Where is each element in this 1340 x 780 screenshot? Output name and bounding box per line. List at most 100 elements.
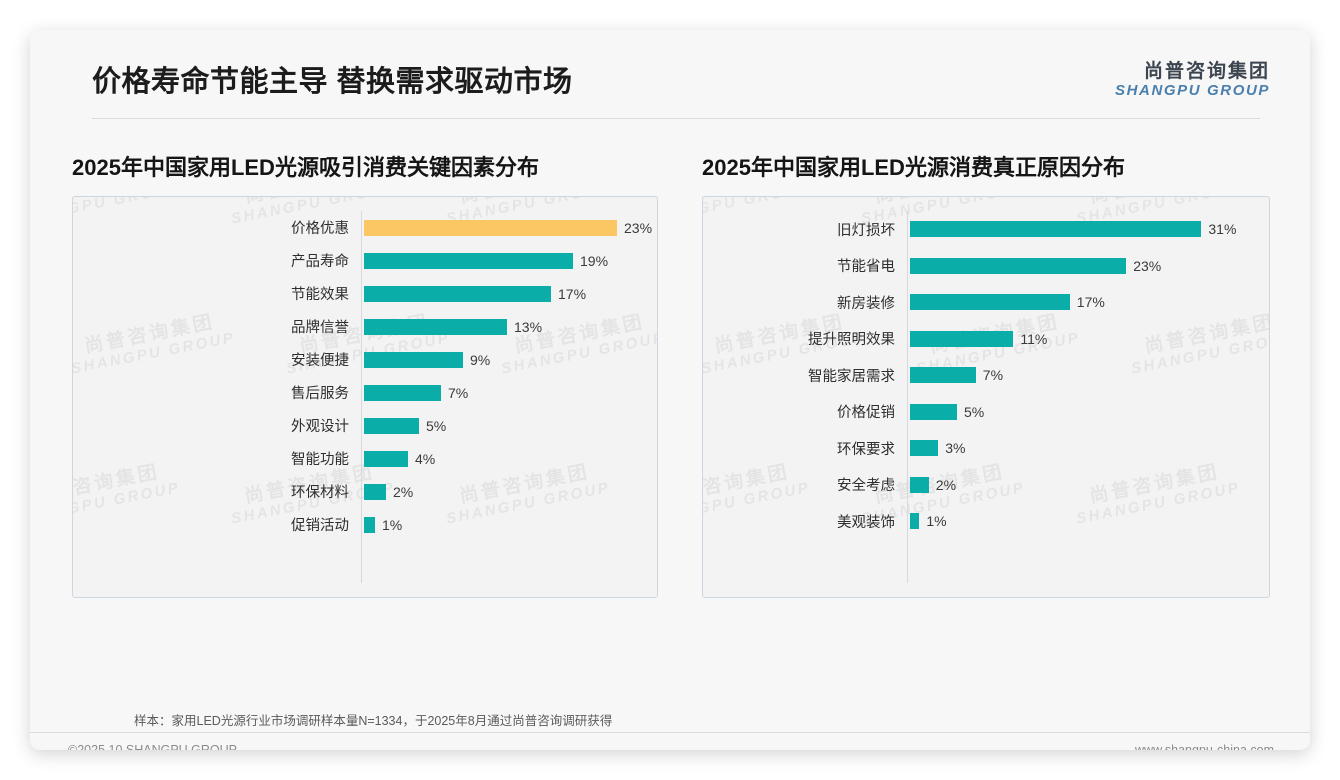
bar-row: 外观设计 5%	[73, 409, 657, 442]
bar-category-label: 环保材料	[291, 485, 349, 501]
slide-canvas: 价格寿命节能主导 替换需求驱动市场 尚普咨询集团 SHANGPU GROUP 2…	[30, 30, 1310, 750]
chart-title-right: 2025年中国家用LED光源消费真正原因分布	[702, 155, 1125, 180]
bar	[910, 367, 976, 384]
bar-with-value: 5%	[364, 417, 447, 434]
bar-row: 品牌信誉 13%	[73, 310, 657, 343]
bar-category-label: 智能功能	[291, 452, 349, 468]
bar-with-value: 1%	[364, 516, 403, 533]
bar-row: 节能省电 23%	[703, 248, 1269, 285]
bar-row: 环保材料 2%	[73, 475, 657, 508]
bar-with-value: 7%	[364, 384, 469, 401]
bar-value-label: 2%	[393, 483, 414, 500]
bar-row: 提升照明效果 11%	[703, 321, 1269, 358]
bar-value-label: 9%	[470, 351, 491, 368]
bar-value-label: 17%	[558, 285, 587, 302]
bar-category-label: 节能效果	[291, 287, 349, 303]
bar-value-label: 7%	[448, 384, 469, 401]
bar	[364, 318, 507, 335]
bar-row: 促销活动 1%	[73, 508, 657, 541]
page-title: 价格寿命节能主导 替换需求驱动市场	[92, 66, 573, 98]
bar-category-label: 产品寿命	[291, 254, 349, 270]
bar-category-label: 新房装修	[837, 295, 895, 312]
bar-row: 售后服务 7%	[73, 376, 657, 409]
bar-category-label: 价格促销	[837, 405, 895, 422]
bar	[910, 221, 1202, 238]
bar-row: 产品寿命 19%	[73, 244, 657, 277]
bar	[910, 440, 939, 457]
category-axis-right	[907, 211, 908, 583]
bar	[364, 417, 419, 434]
bar-with-value: 2%	[910, 476, 957, 493]
bar-category-label: 外观设计	[291, 419, 349, 435]
footer-divider	[30, 732, 1310, 733]
bar-value-label: 3%	[945, 440, 966, 457]
bar-value-label: 4%	[415, 450, 436, 467]
bar-row: 智能家居需求 7%	[703, 357, 1269, 394]
bar-category-label: 品牌信誉	[291, 320, 349, 336]
bar-row: 新房装修 17%	[703, 284, 1269, 321]
slide-footer: ©2025.10 SHANGPU GROUP www.shangpu-china…	[30, 733, 1310, 750]
category-axis-left	[361, 211, 362, 583]
bar-with-value: 23%	[910, 257, 1162, 274]
bar-value-label: 1%	[382, 516, 403, 533]
bar-value-label: 17%	[1076, 294, 1105, 311]
bar-category-label: 环保要求	[837, 441, 895, 458]
bar-category-label: 售后服务	[291, 386, 349, 402]
bar	[364, 351, 463, 368]
header-divider	[92, 118, 1260, 119]
bar	[910, 513, 920, 530]
bar-rows-left: 价格优惠 23% 产品寿命 19% 节能效果 17% 品牌信誉 13% 安装便捷 9% 售后服务 7%…	[73, 211, 657, 541]
bar	[364, 285, 551, 302]
bar-value-label: 7%	[982, 367, 1004, 384]
bar	[364, 384, 441, 401]
bar-row: 安全考虑 2%	[703, 467, 1269, 504]
bar-row: 价格促销 5%	[703, 394, 1269, 431]
bar-value-label: 5%	[426, 417, 447, 434]
bar	[910, 294, 1070, 311]
bar-row: 智能功能 4%	[73, 442, 657, 475]
bar-value-label: 1%	[926, 513, 947, 530]
bar-row: 安装便捷 9%	[73, 343, 657, 376]
bar-value-label: 19%	[580, 252, 609, 269]
chart-title-left: 2025年中国家用LED光源吸引消费关键因素分布	[72, 155, 539, 180]
brand-logo-cn: 尚普咨询集团	[1143, 61, 1270, 82]
bar	[910, 330, 1014, 347]
bar	[364, 516, 375, 533]
bar-with-value: 11%	[910, 330, 1047, 347]
bar-chart-right: 旧灯损坏 31% 节能省电 23% 新房装修 17% 提升照明效果 11% 智能家居需求 7% 价格…	[703, 197, 1269, 597]
bar-value-label: 23%	[624, 219, 653, 236]
bar	[364, 450, 408, 467]
bar-category-label: 提升照明效果	[808, 332, 895, 349]
bar-category-label: 节能省电	[837, 259, 895, 276]
copyright-text: ©2025.10 SHANGPU GROUP	[68, 743, 237, 750]
bar-category-label: 安装便捷	[291, 353, 349, 369]
bar	[910, 476, 929, 493]
bar-category-label: 安全考虑	[837, 478, 895, 495]
bar-row: 美观装饰 1%	[703, 503, 1269, 540]
slide-header: 价格寿命节能主导 替换需求驱动市场 尚普咨询集团 SHANGPU GROUP	[30, 30, 1310, 122]
website-url: www.shangpu-china.com	[1135, 743, 1274, 750]
bar-with-value: 3%	[910, 440, 966, 457]
bar-value-label: 31%	[1208, 221, 1237, 238]
bar	[364, 219, 617, 236]
bar-value-label: 13%	[514, 318, 543, 335]
bar-with-value: 4%	[364, 450, 436, 467]
bar	[910, 257, 1127, 274]
bar-value-label: 2%	[935, 476, 957, 493]
bar-value-label: 5%	[964, 403, 985, 420]
bar-row: 环保要求 3%	[703, 430, 1269, 467]
bar-category-label: 促销活动	[291, 518, 349, 534]
bar	[364, 252, 573, 269]
sample-footnote: 样本：家用LED光源行业市场调研样本量N=1334，于2025年8月通过尚普咨询…	[134, 714, 613, 728]
bar-with-value: 31%	[910, 221, 1237, 238]
bar-row: 旧灯损坏 31%	[703, 211, 1269, 248]
bar	[910, 403, 957, 420]
bar-value-label: 23%	[1133, 257, 1162, 274]
brand-logo: 尚普咨询集团 SHANGPU GROUP	[1115, 61, 1270, 99]
bar-with-value: 17%	[910, 294, 1105, 311]
bar	[364, 483, 386, 500]
